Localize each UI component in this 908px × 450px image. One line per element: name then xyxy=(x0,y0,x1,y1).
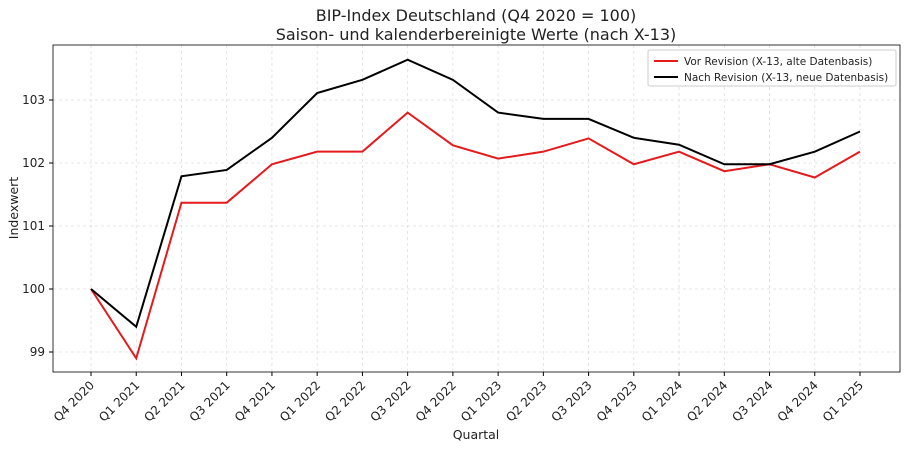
x-tick-label: Q2 2021 xyxy=(141,378,187,424)
x-tick-label: Q3 2021 xyxy=(187,378,233,424)
x-tick-label: Q4 2023 xyxy=(594,378,640,424)
x-tick-label: Q3 2022 xyxy=(367,378,413,424)
x-tick-label: Q4 2024 xyxy=(775,378,821,424)
x-tick-label: Q1 2025 xyxy=(820,378,866,424)
x-tick-label: Q3 2024 xyxy=(729,378,775,424)
y-tick-label: 99 xyxy=(30,345,45,359)
x-tick-label: Q2 2024 xyxy=(684,378,730,424)
series-line-vor-revision xyxy=(90,111,861,361)
x-tick-label: Q4 2021 xyxy=(232,378,278,424)
plot-frame xyxy=(52,44,901,373)
x-axis-label: Quartal xyxy=(453,427,500,442)
x-tick-label: Q1 2024 xyxy=(639,378,685,424)
x-tick-label: Q4 2022 xyxy=(413,378,459,424)
y-tick-label: 101 xyxy=(22,219,45,233)
x-tick-label: Q1 2021 xyxy=(96,378,142,424)
x-tick-label: Q4 2020 xyxy=(51,378,97,424)
legend: Vor Revision (X-13, alte Datenbasis) Nac… xyxy=(647,49,897,87)
y-axis-label: Indexwert xyxy=(6,177,21,239)
x-tick-label: Q2 2023 xyxy=(503,378,549,424)
y-tick-label: 103 xyxy=(22,93,45,107)
chart-title: BIP-Index Deutschland (Q4 2020 = 100) xyxy=(316,6,637,25)
chart-subtitle: Saison- und kalenderbereinigte Werte (na… xyxy=(276,25,677,44)
x-tick-label: Q1 2022 xyxy=(277,378,323,424)
x-tick-label: Q1 2023 xyxy=(458,378,504,424)
legend-label-nach: Nach Revision (X-13, neue Datenbasis) xyxy=(684,72,888,84)
series-line-nach-revision xyxy=(90,58,861,329)
y-tick-label: 102 xyxy=(22,156,45,170)
x-tick-label: Q3 2023 xyxy=(548,378,594,424)
y-tick-label: 100 xyxy=(22,282,45,296)
legend-label-vor: Vor Revision (X-13, alte Datenbasis) xyxy=(684,56,872,68)
x-tick-label: Q2 2022 xyxy=(322,378,368,424)
